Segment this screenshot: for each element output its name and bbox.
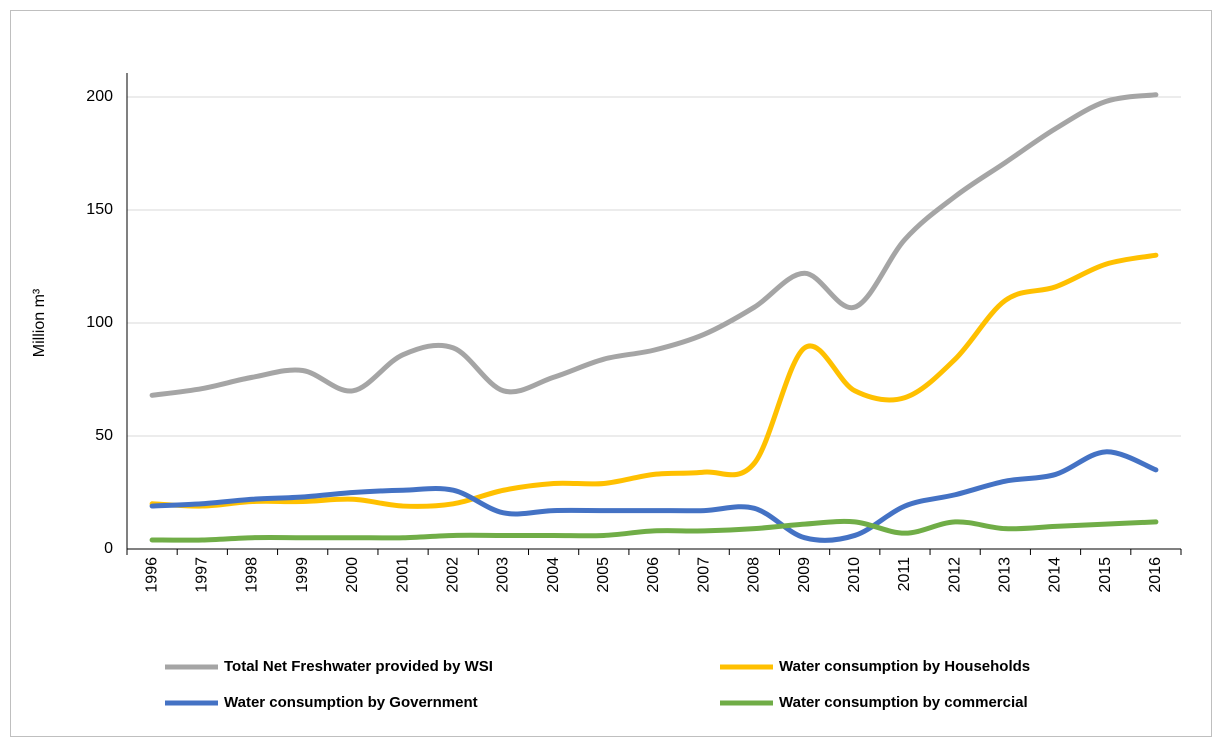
- series-line: [149, 518, 1159, 543]
- legend-text: Water consumption by Households: [779, 658, 1030, 675]
- legend-text: Total Net Freshwater provided by WSI: [224, 658, 493, 675]
- legend-text: Water consumption by commercial: [779, 694, 1028, 711]
- x-tick-label: 1996: [143, 557, 160, 593]
- x-tick-label: 2003: [495, 557, 512, 593]
- x-tick-label: 2013: [997, 557, 1014, 593]
- y-tick-label: 100: [86, 314, 113, 331]
- x-tick-label: 1999: [294, 557, 311, 593]
- y-tick-label: 50: [95, 427, 113, 444]
- x-tick-label: 2001: [394, 557, 411, 593]
- series-line: [149, 252, 1159, 509]
- x-tick-label: 2010: [846, 557, 863, 593]
- x-tick-label: 2006: [645, 557, 662, 593]
- x-tick-label: 2015: [1097, 557, 1114, 593]
- y-tick-label: 200: [86, 88, 113, 105]
- x-tick-label: 2007: [695, 557, 712, 593]
- x-tick-label: 2016: [1147, 557, 1164, 593]
- legend-text: Water consumption by Government: [224, 694, 478, 711]
- chart-frame: [10, 10, 1212, 737]
- y-tick-label: 0: [104, 540, 113, 557]
- x-tick-label: 2014: [1047, 557, 1064, 593]
- y-tick-label: 150: [86, 201, 113, 218]
- x-tick-label: 2012: [946, 557, 963, 593]
- y-axis-label: Million m³: [31, 288, 48, 357]
- series-line: [149, 449, 1159, 543]
- x-tick-label: 2009: [796, 557, 813, 593]
- x-tick-label: 2005: [595, 557, 612, 593]
- x-tick-label: 2002: [444, 557, 461, 593]
- x-tick-label: 2000: [344, 557, 361, 593]
- series-line: [149, 92, 1159, 398]
- x-tick-label: 1998: [244, 557, 261, 593]
- x-tick-label: 2004: [545, 557, 562, 593]
- x-tick-label: 2008: [746, 557, 763, 593]
- x-tick-label: 1997: [194, 557, 211, 593]
- x-tick-label: 2011: [896, 557, 913, 592]
